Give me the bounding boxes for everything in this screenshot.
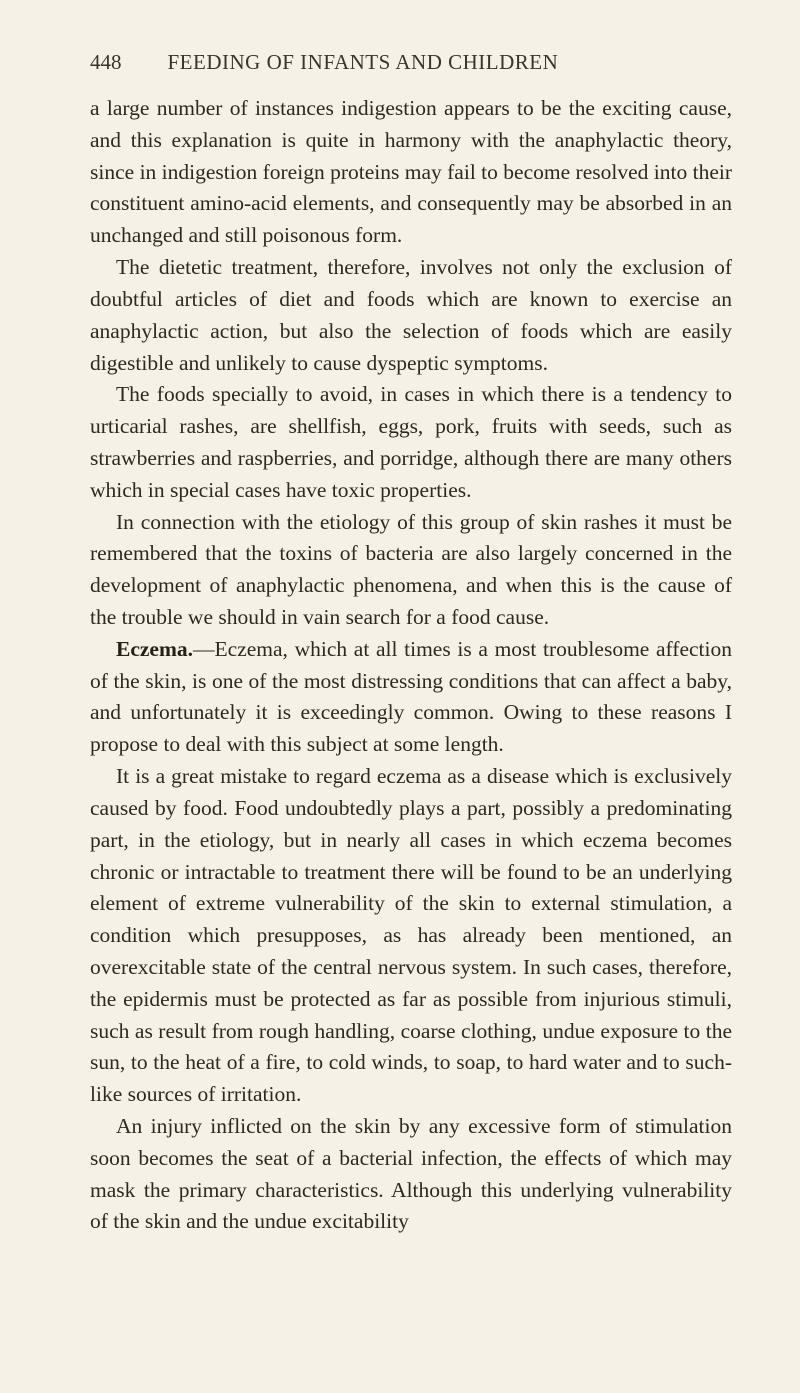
running-title: FEEDING OF INFANTS AND CHILDREN [168, 50, 559, 75]
paragraph: It is a great mistake to regard eczema a… [90, 761, 732, 1111]
section-label: Eczema. [116, 637, 193, 661]
paragraph: The foods specially to avoid, in cases i… [90, 379, 732, 506]
paragraph-eczema: Eczema.—Eczema, which at all times is a … [90, 634, 732, 761]
paragraph: In connection with the etiology of this … [90, 507, 732, 634]
page-body: a large number of instances indigestion … [90, 93, 732, 1238]
paragraph: The dietetic treatment, therefore, invol… [90, 252, 732, 379]
page-header: 448 FEEDING OF INFANTS AND CHILDREN [90, 50, 732, 75]
paragraph: a large number of instances indigestion … [90, 93, 732, 252]
page-number: 448 [90, 50, 122, 75]
paragraph: An injury inflicted on the skin by any e… [90, 1111, 732, 1238]
